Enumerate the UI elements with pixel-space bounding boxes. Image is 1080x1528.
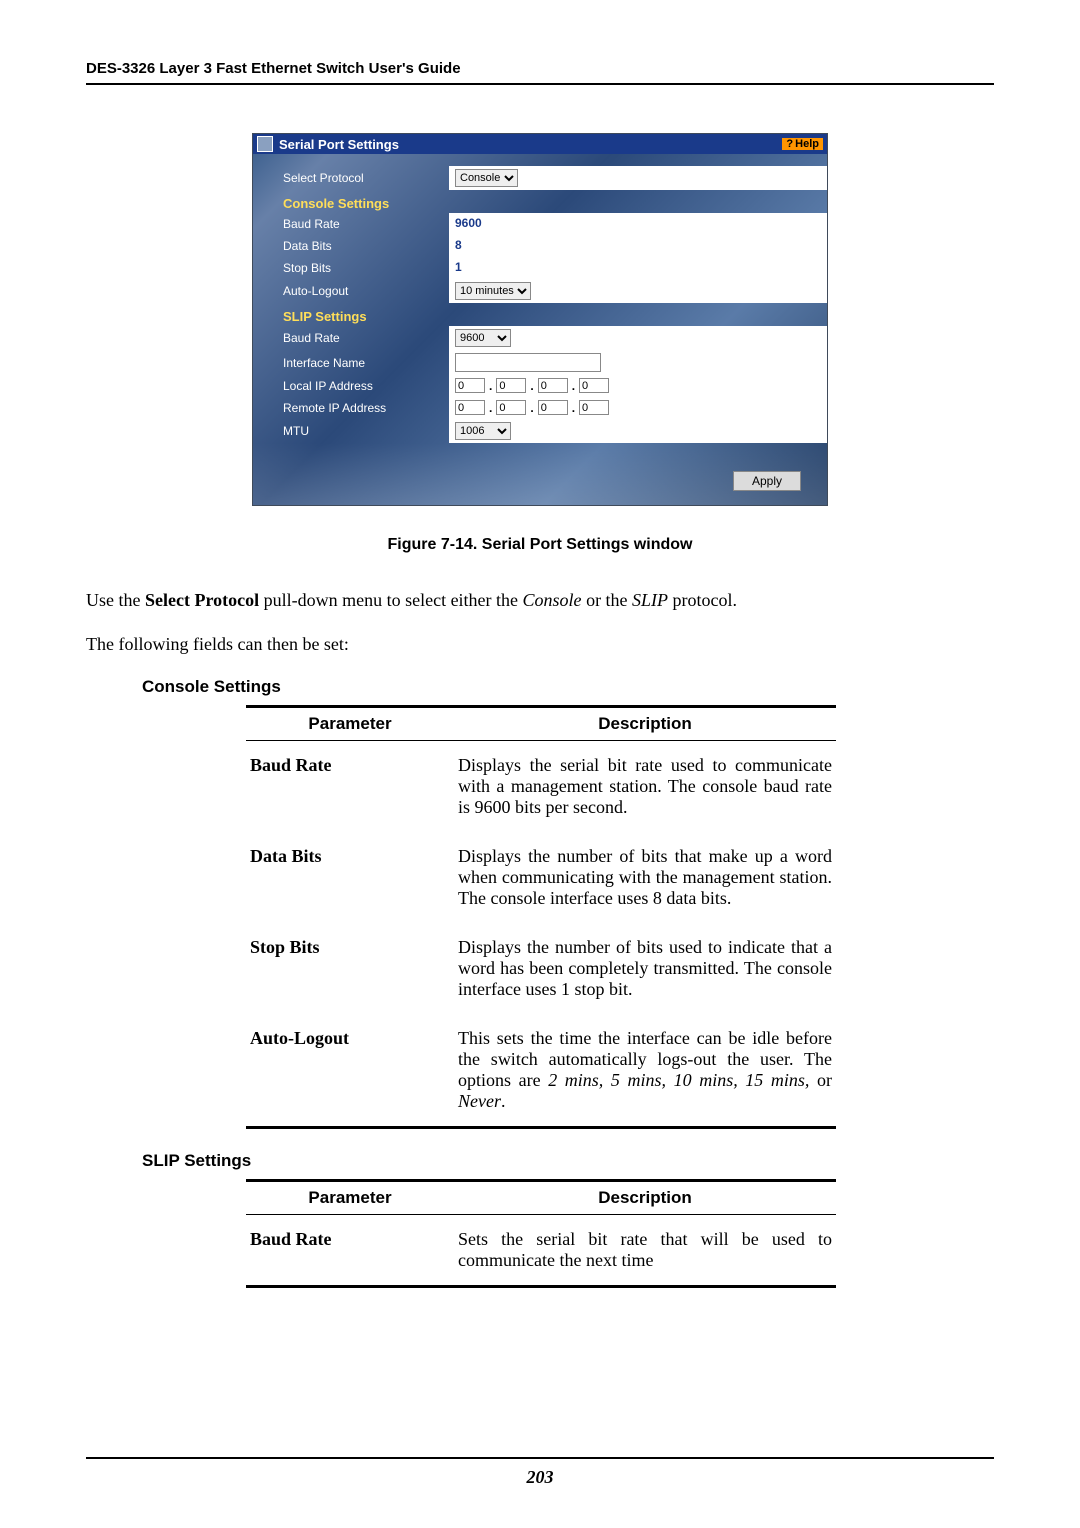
slip-baud-dropdown[interactable]: 9600 bbox=[455, 329, 511, 347]
param-name: Baud Rate bbox=[246, 740, 454, 832]
remote-ip-octet-3[interactable] bbox=[538, 400, 568, 415]
slip-mtu-label: MTU bbox=[253, 424, 449, 438]
param-desc: This sets the time the interface can be … bbox=[454, 1014, 836, 1128]
param-name: Baud Rate bbox=[246, 1214, 454, 1286]
remote-ip-octet-4[interactable] bbox=[579, 400, 609, 415]
param-name: Auto-Logout bbox=[246, 1014, 454, 1128]
param-desc: Displays the number of bits that make up… bbox=[454, 832, 836, 923]
text: or bbox=[809, 1070, 832, 1090]
local-ip-octet-1[interactable] bbox=[455, 378, 485, 393]
th-parameter: Parameter bbox=[246, 706, 454, 740]
page-header: DES-3326 Layer 3 Fast Ethernet Switch Us… bbox=[86, 60, 994, 85]
param-desc: Displays the number of bits used to indi… bbox=[454, 923, 836, 1014]
th-parameter: Parameter bbox=[246, 1180, 454, 1214]
window-titlebar: Serial Port Settings ? Help bbox=[253, 134, 827, 154]
text-italic: Never bbox=[458, 1091, 501, 1111]
console-settings-subhead: Console Settings bbox=[142, 677, 994, 697]
console-stopbits-value: 1 bbox=[449, 257, 827, 279]
window-icon bbox=[257, 136, 273, 152]
help-icon: ? bbox=[786, 138, 793, 150]
window-title: Serial Port Settings bbox=[279, 137, 399, 152]
apply-button[interactable]: Apply bbox=[733, 471, 801, 491]
console-databits-label: Data Bits bbox=[253, 239, 449, 253]
console-baud-value: 9600 bbox=[449, 213, 827, 235]
ip-dot: . bbox=[526, 379, 537, 393]
slip-interface-input[interactable] bbox=[455, 353, 601, 372]
text-italic: 2 mins, 5 mins, 10 mins, 15 mins, bbox=[548, 1070, 809, 1090]
slip-remoteip-label: Remote IP Address bbox=[253, 401, 449, 415]
page-number: 203 bbox=[86, 1457, 994, 1488]
console-stopbits-label: Stop Bits bbox=[253, 261, 449, 275]
slip-baud-label: Baud Rate bbox=[253, 331, 449, 345]
local-ip-octet-4[interactable] bbox=[579, 378, 609, 393]
text-bold: Select Protocol bbox=[145, 590, 259, 610]
body-paragraph-2: The following fields can then be set: bbox=[86, 632, 994, 656]
console-settings-header: Console Settings bbox=[253, 190, 827, 213]
console-settings-table: Parameter Description Baud Rate Displays… bbox=[246, 705, 836, 1129]
console-autologout-dropdown[interactable]: 10 minutes bbox=[455, 282, 531, 300]
slip-localip-label: Local IP Address bbox=[253, 379, 449, 393]
text: . bbox=[501, 1091, 506, 1111]
ip-dot: . bbox=[568, 379, 579, 393]
text: protocol. bbox=[668, 590, 737, 610]
text-italic: SLIP bbox=[632, 590, 668, 610]
serial-port-settings-screenshot: Serial Port Settings ? Help Select Proto… bbox=[252, 133, 828, 506]
console-autologout-label: Auto-Logout bbox=[253, 284, 449, 298]
local-ip-octet-2[interactable] bbox=[496, 378, 526, 393]
figure-caption: Figure 7-14. Serial Port Settings window bbox=[86, 536, 994, 554]
text: Use the bbox=[86, 590, 145, 610]
select-protocol-dropdown[interactable]: Console bbox=[455, 169, 518, 187]
slip-settings-subhead: SLIP Settings bbox=[142, 1151, 994, 1171]
local-ip-octet-3[interactable] bbox=[538, 378, 568, 393]
text: pull-down menu to select either the bbox=[259, 590, 522, 610]
ip-dot: . bbox=[485, 379, 496, 393]
console-baud-label: Baud Rate bbox=[253, 217, 449, 231]
remote-ip-octet-1[interactable] bbox=[455, 400, 485, 415]
param-desc: Sets the serial bit rate that will be us… bbox=[454, 1214, 836, 1286]
help-label: Help bbox=[795, 138, 819, 150]
select-protocol-label: Select Protocol bbox=[253, 171, 449, 185]
body-paragraph-1: Use the Select Protocol pull-down menu t… bbox=[86, 588, 994, 612]
slip-mtu-dropdown[interactable]: 1006 bbox=[455, 422, 511, 440]
ip-dot: . bbox=[526, 401, 537, 415]
param-name: Data Bits bbox=[246, 832, 454, 923]
help-button[interactable]: ? Help bbox=[782, 138, 823, 150]
slip-settings-table: Parameter Description Baud Rate Sets the… bbox=[246, 1179, 836, 1288]
console-databits-value: 8 bbox=[449, 235, 827, 257]
text: or the bbox=[582, 590, 632, 610]
param-desc: Displays the serial bit rate used to com… bbox=[454, 740, 836, 832]
ip-dot: . bbox=[568, 401, 579, 415]
remote-ip-octet-2[interactable] bbox=[496, 400, 526, 415]
param-name: Stop Bits bbox=[246, 923, 454, 1014]
th-description: Description bbox=[454, 706, 836, 740]
ip-dot: . bbox=[485, 401, 496, 415]
th-description: Description bbox=[454, 1180, 836, 1214]
slip-settings-header: SLIP Settings bbox=[253, 303, 827, 326]
text-italic: Console bbox=[523, 590, 582, 610]
slip-interface-label: Interface Name bbox=[253, 356, 449, 370]
